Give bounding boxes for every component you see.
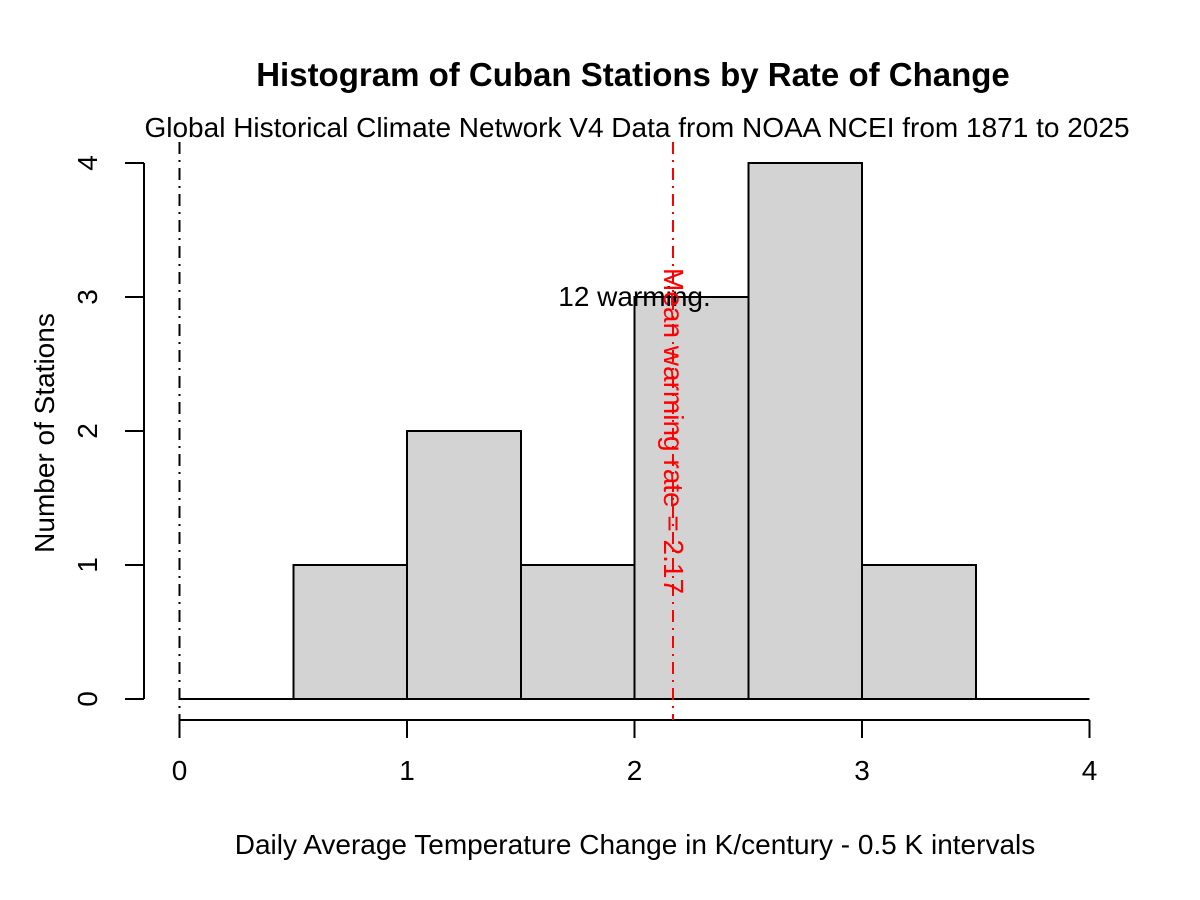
y-tick-label: 0	[72, 691, 103, 707]
x-tick-label: 2	[626, 755, 643, 786]
histogram-bar	[406, 430, 522, 700]
histogram-bar	[292, 564, 408, 700]
x-tick-label: 0	[171, 755, 188, 786]
histogram-bar	[861, 564, 977, 700]
y-tick-label: 3	[72, 289, 103, 305]
x-axis-title: Daily Average Temperature Change in K/ce…	[234, 829, 1036, 860]
y-tick-label: 2	[72, 423, 103, 439]
y-tick-label: 1	[72, 557, 103, 573]
x-tick-label: 3	[854, 755, 870, 786]
x-tick-label: 4	[1081, 755, 1098, 786]
mean-rate-annotation: Mean warming rate = 2.17	[658, 267, 690, 595]
chart-subtitle: Global Historical Climate Network V4 Dat…	[144, 112, 1130, 143]
histogram-bar	[747, 162, 863, 700]
x-tick-label: 1	[399, 755, 415, 786]
histogram-bar	[519, 564, 636, 700]
histogram-bar	[633, 296, 750, 700]
chart-title: Histogram of Cuban Stations by Rate of C…	[256, 56, 1010, 93]
y-tick-label: 4	[72, 155, 103, 171]
warming-count-annotation: 12 warming.	[558, 281, 711, 312]
y-axis-title: Number of Stations	[29, 313, 60, 553]
